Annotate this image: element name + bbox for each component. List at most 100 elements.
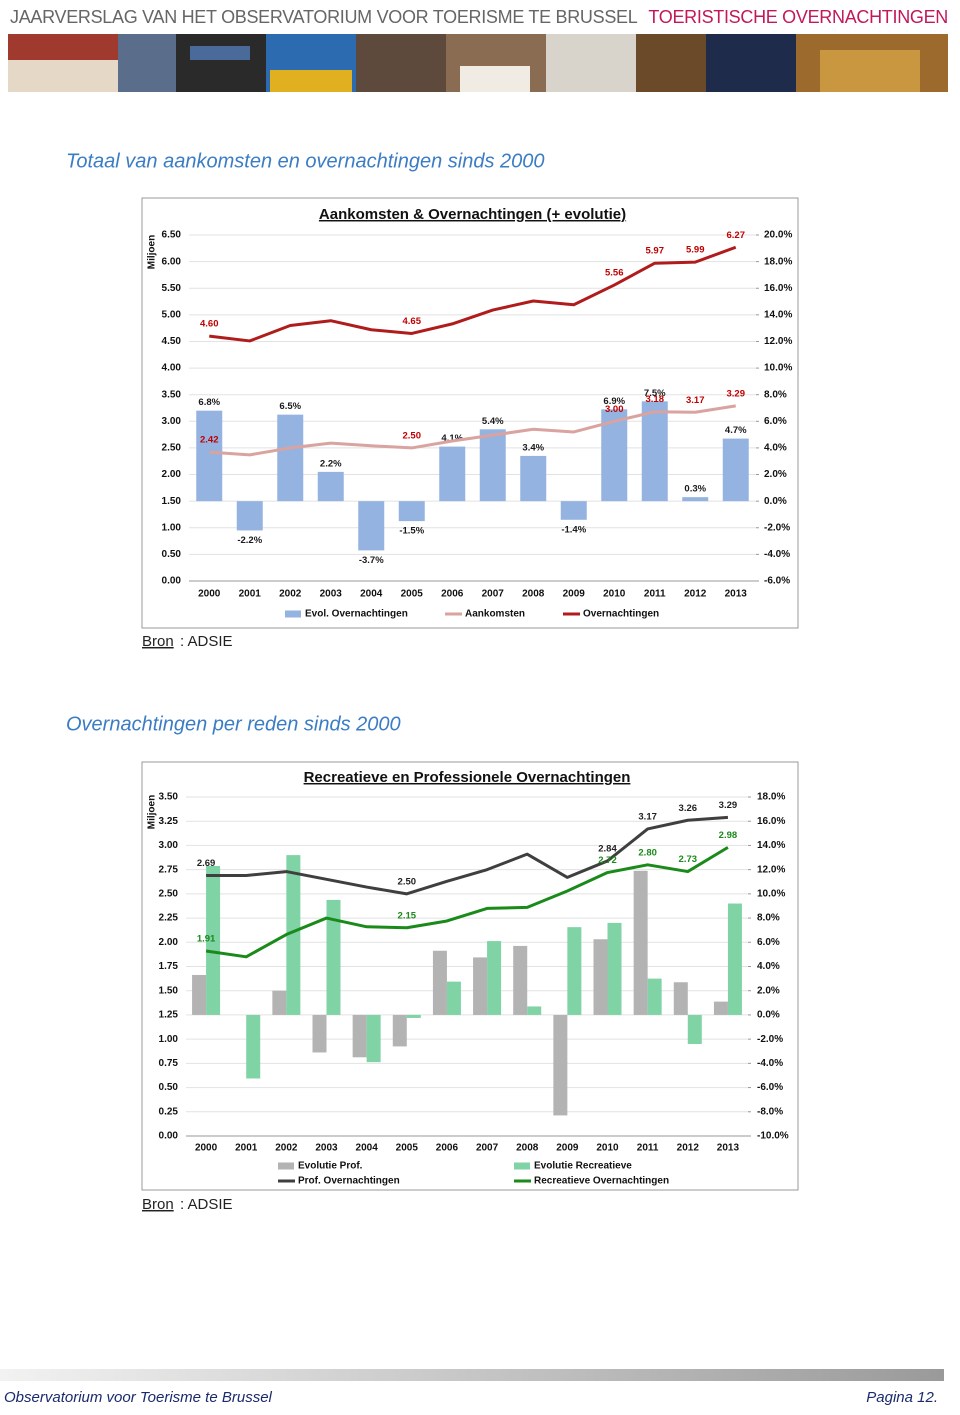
bar xyxy=(633,870,648,1015)
data-label: 3.29 xyxy=(727,388,746,399)
x-tick-label: 2012 xyxy=(684,589,707,600)
x-tick-label: 2005 xyxy=(396,1143,419,1154)
x-tick-label: 2012 xyxy=(677,1143,700,1154)
y-tick-label: 2.00 xyxy=(159,937,179,948)
data-label: 6.5% xyxy=(279,401,301,412)
data-label: 2.2% xyxy=(320,458,342,469)
y-tick-label: 2.00 xyxy=(162,469,182,480)
line xyxy=(205,846,729,959)
y2-tick-label: 10.0% xyxy=(764,363,792,374)
y2-tick-label: -6.0% xyxy=(764,576,790,587)
x-tick-label: 2001 xyxy=(235,1143,258,1154)
bar xyxy=(312,1014,327,1053)
bar xyxy=(560,501,587,520)
bar xyxy=(727,903,742,1015)
x-tick-label: 2006 xyxy=(436,1143,459,1154)
x-tick-label: 2007 xyxy=(482,589,505,600)
x-tick-label: 2001 xyxy=(239,589,262,600)
y2-tick-label: 2.0% xyxy=(757,985,780,996)
y2-tick-label: 0.0% xyxy=(764,496,787,507)
bar xyxy=(246,1014,261,1079)
y2-tick-label: 2.0% xyxy=(764,469,787,480)
y-tick-label: 5.50 xyxy=(162,283,182,294)
section-title: Overnachtingen per reden sinds 2000 xyxy=(66,713,401,735)
bar xyxy=(398,501,425,522)
legend-label: Evolutie Recreatieve xyxy=(534,1161,632,1172)
data-label: 3.00 xyxy=(605,404,624,415)
line xyxy=(206,815,729,896)
bar xyxy=(192,974,207,1015)
data-label: 5.97 xyxy=(646,246,665,257)
chart-title: Aankomsten & Overnachtingen (+ evolutie) xyxy=(319,206,626,223)
section-title: Totaal van aankomsten en overnachtingen … xyxy=(66,150,545,172)
legend-label: Recreatieve Overnachtingen xyxy=(534,1176,669,1187)
data-label: 5.4% xyxy=(482,416,504,427)
x-tick-label: 2010 xyxy=(596,1143,619,1154)
y2-tick-label: -4.0% xyxy=(757,1058,783,1069)
legend-label: Evolutie Prof. xyxy=(298,1161,363,1172)
data-label: 3.29 xyxy=(719,800,738,811)
bar xyxy=(206,866,221,1015)
data-label: -1.5% xyxy=(399,526,424,537)
data-label: 2.50 xyxy=(403,430,422,441)
data-label: 4.60 xyxy=(200,319,219,330)
y2-tick-label: -2.0% xyxy=(764,522,790,533)
y-tick-label: 3.00 xyxy=(162,416,182,427)
bar xyxy=(641,401,668,502)
bar xyxy=(326,899,341,1015)
y-tick-label: 5.00 xyxy=(162,309,182,320)
y-tick-label: 0.75 xyxy=(159,1058,179,1069)
x-tick-label: 2005 xyxy=(401,589,424,600)
source: : ADSIE xyxy=(180,633,233,650)
bar xyxy=(527,1006,542,1015)
x-tick-label: 2000 xyxy=(198,589,221,600)
bar xyxy=(593,939,608,1015)
y-tick-label: 1.25 xyxy=(159,1010,179,1021)
line xyxy=(209,245,737,343)
y2-tick-label: 10.0% xyxy=(757,888,785,899)
x-tick-label: 2007 xyxy=(476,1143,499,1154)
x-tick-label: 2006 xyxy=(441,589,464,600)
data-label: 2.80 xyxy=(638,847,657,858)
data-label: 3.4% xyxy=(522,442,544,453)
y-tick-label: 1.00 xyxy=(159,1034,179,1045)
x-tick-label: 2003 xyxy=(315,1143,338,1154)
bar xyxy=(446,981,461,1015)
data-label: 2.73 xyxy=(679,854,698,865)
source-label: Bron xyxy=(142,633,174,650)
y2-tick-label: -10.0% xyxy=(757,1131,789,1142)
bar xyxy=(682,497,709,502)
y-tick-label: 4.50 xyxy=(162,336,182,347)
bar xyxy=(687,1014,702,1044)
bar xyxy=(366,1014,381,1063)
bar xyxy=(196,410,223,502)
y2-tick-label: 12.0% xyxy=(764,336,792,347)
footer-right: Pagina 12. xyxy=(866,1389,938,1406)
bar xyxy=(406,1014,421,1018)
data-label: 0.3% xyxy=(684,484,706,495)
bar xyxy=(567,927,582,1015)
x-tick-label: 2011 xyxy=(637,1143,659,1154)
y2-tick-label: 18.0% xyxy=(757,792,785,803)
header-title: JAARVERSLAG VAN HET OBSERVATORIUM VOOR T… xyxy=(10,7,638,27)
legend-label: Overnachtingen xyxy=(583,609,659,620)
data-label: 1.91 xyxy=(197,934,216,945)
y2-tick-label: -4.0% xyxy=(764,549,790,560)
bar xyxy=(432,950,447,1015)
source-label: Bron xyxy=(142,1196,174,1213)
data-label: 2.50 xyxy=(398,876,417,887)
y2-tick-label: 4.0% xyxy=(757,961,780,972)
x-tick-label: 2004 xyxy=(356,1143,379,1154)
y-tick-label: 0.50 xyxy=(162,549,182,560)
data-label: 2.42 xyxy=(200,435,219,446)
bar xyxy=(607,922,622,1015)
legend-label: Prof. Overnachtingen xyxy=(298,1176,400,1187)
data-label: 3.18 xyxy=(646,394,665,405)
y2-tick-label: 20.0% xyxy=(764,230,792,241)
y-tick-label: 1.00 xyxy=(162,522,182,533)
y2-tick-label: 18.0% xyxy=(764,256,792,267)
bar xyxy=(236,501,263,531)
y2-tick-label: 8.0% xyxy=(764,389,787,400)
bar xyxy=(473,957,488,1015)
